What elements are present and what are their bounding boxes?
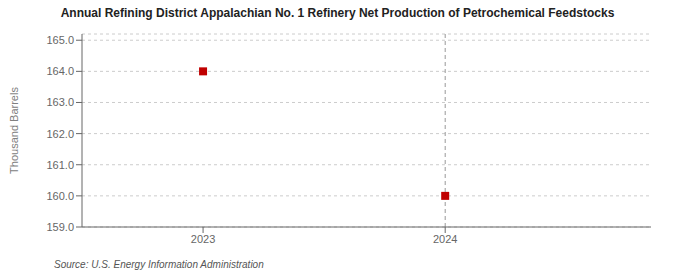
html-text:Annual Refining District Appal: Annual Refining District Appalachian No.…	[60, 6, 615, 20]
svg-text:2024: 2024	[433, 233, 457, 245]
svg-text:162.0: 162.0	[46, 128, 74, 140]
svg-text:159.0: 159.0	[46, 221, 74, 233]
svg-text:164.0: 164.0	[46, 65, 74, 77]
svg-text:2023: 2023	[191, 233, 215, 245]
svg-text:163.0: 163.0	[46, 96, 74, 108]
svg-text:165.0: 165.0	[46, 34, 74, 46]
html-text:Source: U.S. Energy Informatio: Source: U.S. Energy Information Administ…	[54, 259, 264, 270]
svg-text:Thousand Barrels: Thousand Barrels	[8, 87, 20, 174]
svg-text:160.0: 160.0	[46, 190, 74, 202]
svg-text:161.0: 161.0	[46, 159, 74, 171]
